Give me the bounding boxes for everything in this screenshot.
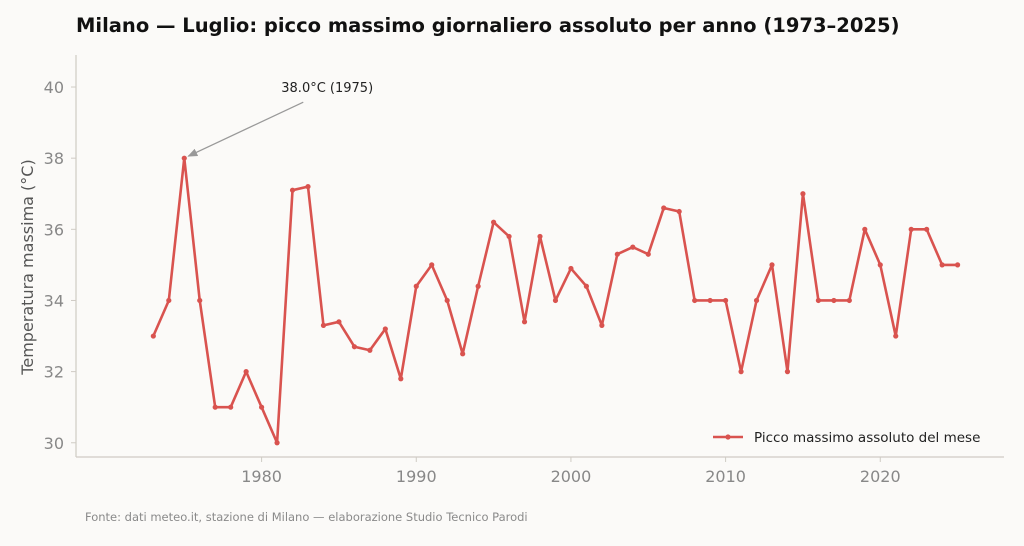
data-point [491, 219, 497, 225]
x-tick-label: 1990 [396, 467, 437, 486]
data-point [289, 187, 296, 193]
data-point [692, 297, 698, 304]
legend-swatch-marker [725, 434, 731, 440]
data-point [305, 184, 311, 190]
data-point [599, 322, 605, 328]
annotation-label: 38.0°C (1975) [281, 81, 373, 96]
y-tick-label: 36 [44, 220, 64, 239]
data-point [274, 440, 280, 446]
data-point [537, 233, 543, 240]
data-point [166, 297, 172, 304]
data-point [506, 233, 512, 240]
data-point [583, 283, 590, 289]
axes: 30 32 34 36 38 40 1980 1990 2000 2010 2020 Temperat… [18, 55, 1004, 486]
source-note: Fonte: dati meteo.it, stazione di Milano… [85, 510, 528, 524]
data-point [320, 322, 327, 328]
x-tick-label: 1980 [241, 467, 282, 486]
data-point [893, 333, 899, 339]
data-point [614, 251, 620, 257]
data-point [243, 369, 249, 375]
data-point [552, 297, 559, 304]
data-point [924, 226, 930, 232]
data-point [707, 297, 713, 304]
data-point [800, 191, 806, 197]
x-tick-label: 2020 [860, 467, 901, 486]
data-point [568, 265, 574, 272]
y-tick-label: 30 [44, 434, 64, 453]
annotation-layer: 38.0°C (1975) [187, 81, 373, 157]
series-layer [150, 155, 961, 446]
data-point [846, 297, 852, 304]
legend: Picco massimo assoluto del mese [713, 430, 980, 446]
data-point [769, 262, 775, 268]
data-point [475, 283, 481, 289]
y-tick-label: 34 [44, 291, 64, 310]
annotation-arrow [187, 101, 304, 157]
data-point [676, 208, 682, 215]
data-point [955, 262, 961, 268]
x-tick-label: 2010 [705, 467, 746, 486]
data-point [815, 297, 822, 304]
data-point [181, 155, 187, 161]
y-tick-label: 32 [44, 363, 64, 382]
y-axis-title: Temperatura massima (°C) [18, 159, 37, 375]
data-point [367, 347, 373, 353]
data-point [723, 297, 729, 304]
data-point [784, 369, 791, 375]
x-tick-label: 2000 [551, 467, 592, 486]
data-point [753, 297, 760, 304]
data-point [939, 262, 945, 268]
data-point [645, 251, 651, 257]
data-point [228, 404, 234, 410]
data-point [521, 319, 528, 325]
data-point [382, 326, 388, 332]
data-point [429, 262, 435, 268]
data-point [398, 376, 404, 382]
y-tick-label: 38 [44, 149, 64, 168]
data-point [413, 283, 419, 289]
data-point [259, 404, 265, 410]
data-point [877, 262, 883, 268]
data-point [351, 344, 357, 350]
data-point [661, 205, 667, 211]
legend-label: Picco massimo assoluto del mese [754, 430, 980, 446]
data-point [630, 244, 636, 250]
data-point [460, 351, 466, 357]
data-point [862, 226, 868, 232]
chart-title: Milano — Luglio: picco massimo giornalie… [76, 14, 900, 37]
data-point [150, 333, 156, 339]
data-point [908, 226, 914, 232]
data-point [336, 319, 342, 325]
data-point [831, 297, 837, 304]
data-point [197, 297, 203, 304]
data-point [444, 297, 450, 304]
data-point [212, 404, 218, 410]
y-tick-label: 40 [44, 78, 64, 97]
data-point [738, 369, 744, 375]
